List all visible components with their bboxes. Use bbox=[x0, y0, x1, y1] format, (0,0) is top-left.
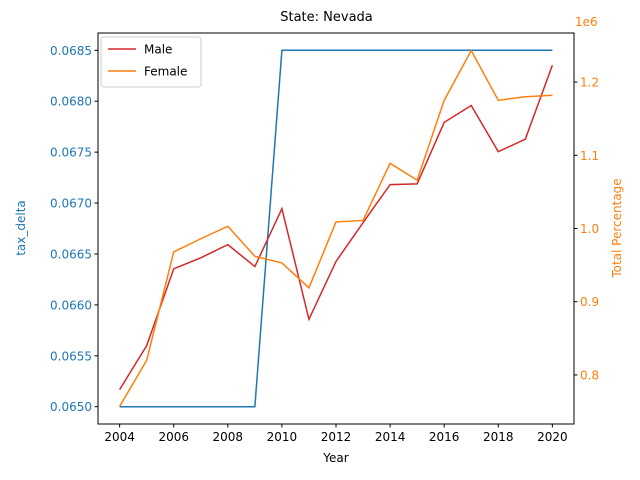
right-y-tick-label: 1.1 bbox=[580, 149, 599, 163]
legend: Male Female bbox=[100, 36, 202, 88]
x-tick-label: 2016 bbox=[429, 430, 460, 444]
left-y-tick-label: 0.0655 bbox=[50, 349, 92, 363]
right-y-tick-label: 0.9 bbox=[580, 295, 599, 309]
x-tick-label: 2020 bbox=[537, 430, 568, 444]
left-y-tick-label: 0.0675 bbox=[50, 146, 92, 160]
left-y-tick-label: 0.0685 bbox=[50, 44, 92, 58]
x-axis: 2004 2006 2008 2010 2012 2014 2016 2018 2020 bbox=[104, 424, 568, 444]
x-tick-label: 2014 bbox=[375, 430, 406, 444]
left-y-axis: 0.0650 0.0655 0.0660 0.0665 0.0670 0.0675 0.06… bbox=[50, 44, 98, 414]
series-line-female bbox=[118, 48, 553, 407]
series-line-male bbox=[119, 64, 554, 390]
right-y-tick-label: 0.8 bbox=[580, 368, 599, 382]
right-y-axis: 0.8 0.9 1.0 1.1 1.2 bbox=[574, 76, 599, 382]
plot-frame bbox=[97, 32, 575, 425]
legend-label-male: Male bbox=[144, 43, 172, 57]
left-y-tick-label: 0.0650 bbox=[50, 400, 92, 414]
legend-label-female: Female bbox=[144, 65, 187, 79]
x-tick-label: 2004 bbox=[104, 430, 135, 444]
x-tick-label: 2018 bbox=[483, 430, 514, 444]
plot-area bbox=[118, 48, 554, 408]
right-axis-offset-text: 1e6 bbox=[575, 15, 598, 29]
x-tick-label: 2008 bbox=[213, 430, 244, 444]
left-y-tick-label: 0.0665 bbox=[50, 247, 92, 261]
x-axis-label: Year bbox=[322, 451, 348, 465]
left-y-tick-label: 0.0670 bbox=[50, 197, 92, 211]
right-y-tick-label: 1.2 bbox=[580, 76, 599, 90]
x-tick-label: 2006 bbox=[158, 430, 189, 444]
right-y-tick-label: 1.0 bbox=[580, 222, 599, 236]
left-y-tick-label: 0.0660 bbox=[50, 298, 92, 312]
left-y-axis-label: tax_delta bbox=[14, 200, 28, 256]
x-tick-label: 2010 bbox=[267, 430, 298, 444]
chart-title: State: Nevada bbox=[280, 10, 373, 25]
series-line-tax-delta bbox=[119, 49, 553, 408]
x-tick-label: 2012 bbox=[321, 430, 352, 444]
left-y-tick-label: 0.0680 bbox=[50, 95, 92, 109]
right-y-axis-label: Total Percentage bbox=[610, 178, 624, 278]
